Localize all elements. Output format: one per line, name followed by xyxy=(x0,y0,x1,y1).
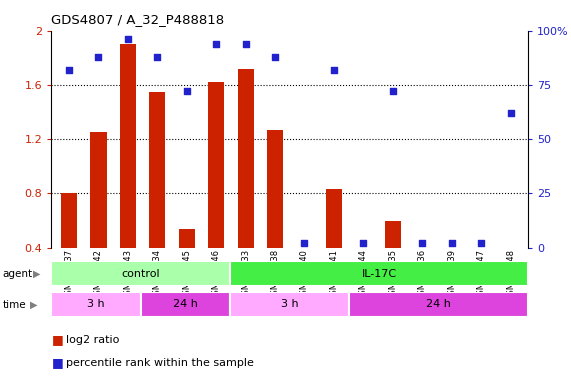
Bar xyxy=(326,189,342,248)
Bar xyxy=(238,69,254,248)
Point xyxy=(241,41,250,47)
Bar xyxy=(230,261,528,286)
Point xyxy=(417,240,427,247)
Bar xyxy=(61,194,77,248)
Bar xyxy=(90,132,107,248)
Text: percentile rank within the sample: percentile rank within the sample xyxy=(66,358,254,368)
Point xyxy=(65,67,74,73)
Bar xyxy=(51,292,141,317)
Point xyxy=(359,240,368,247)
Point xyxy=(212,41,221,47)
Text: ■: ■ xyxy=(51,356,63,369)
Point xyxy=(447,240,456,247)
Bar xyxy=(385,220,401,248)
Bar xyxy=(267,130,283,248)
Text: 24 h: 24 h xyxy=(427,299,451,310)
Text: 3 h: 3 h xyxy=(87,299,105,310)
Bar xyxy=(349,292,528,317)
Point xyxy=(182,88,191,94)
Bar xyxy=(230,292,349,317)
Text: ▶: ▶ xyxy=(30,300,37,310)
Text: time: time xyxy=(3,300,26,310)
Point xyxy=(477,240,486,247)
Text: ■: ■ xyxy=(51,333,63,346)
Bar xyxy=(179,229,195,248)
Text: ▶: ▶ xyxy=(33,269,40,279)
Point xyxy=(388,88,397,94)
Point xyxy=(506,110,515,116)
Point xyxy=(123,36,132,43)
Bar xyxy=(149,92,166,248)
Text: control: control xyxy=(122,268,160,279)
Point xyxy=(153,54,162,60)
Bar xyxy=(141,292,230,317)
Text: log2 ratio: log2 ratio xyxy=(66,335,119,345)
Text: agent: agent xyxy=(3,269,33,279)
Text: IL-17C: IL-17C xyxy=(361,268,397,279)
Text: GDS4807 / A_32_P488818: GDS4807 / A_32_P488818 xyxy=(51,13,224,26)
Point xyxy=(300,240,309,247)
Bar xyxy=(120,44,136,248)
Point xyxy=(329,67,339,73)
Point xyxy=(271,54,280,60)
Text: 3 h: 3 h xyxy=(281,299,299,310)
Bar xyxy=(51,261,230,286)
Bar xyxy=(208,82,224,248)
Point xyxy=(94,54,103,60)
Text: 24 h: 24 h xyxy=(173,299,198,310)
